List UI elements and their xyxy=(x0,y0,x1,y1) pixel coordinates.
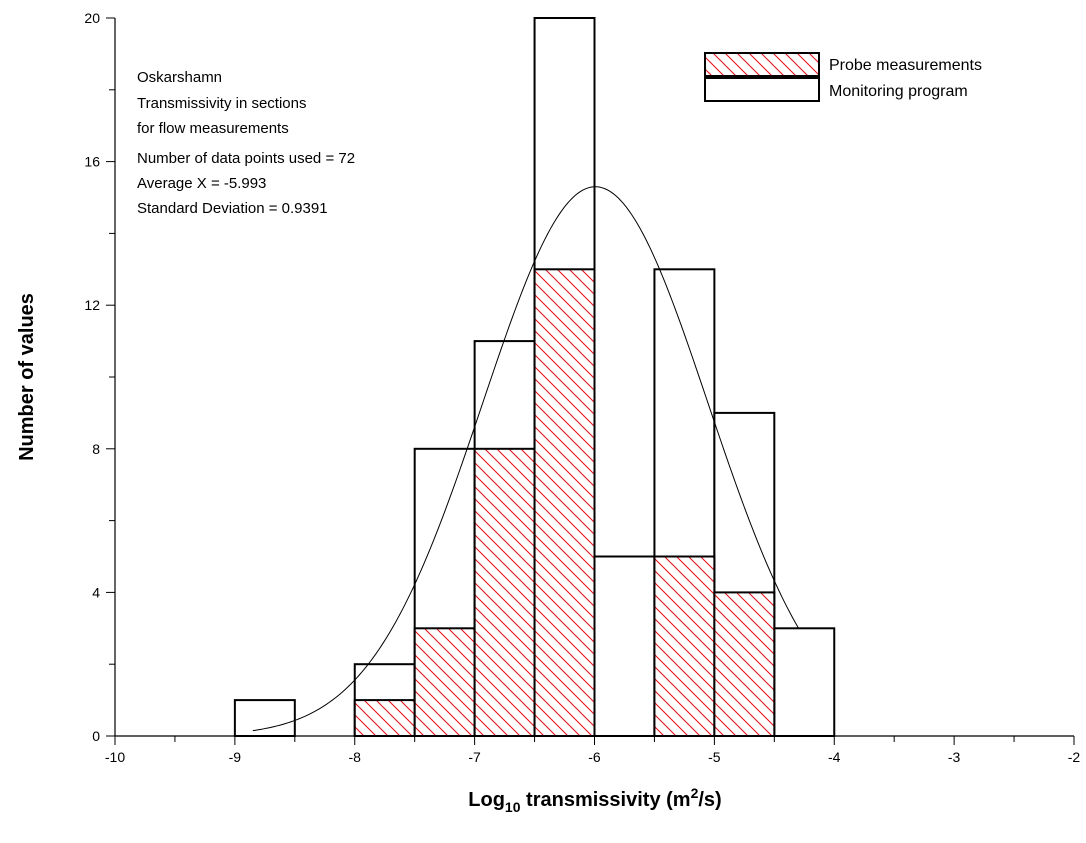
y-tick-label: 8 xyxy=(92,441,100,457)
y-tick-label: 16 xyxy=(84,154,100,170)
x-tick-label: -8 xyxy=(349,749,362,765)
legend: Probe measurements Monitoring program xyxy=(704,52,982,102)
annotation-line: Number of data points used = 72 xyxy=(137,150,355,167)
annotation-block: Oskarshamn Transmissivity in sections fo… xyxy=(137,69,355,217)
normal-distribution-curve xyxy=(252,186,799,732)
y-tick-label: 20 xyxy=(84,10,100,26)
x-tick-label: -7 xyxy=(468,749,481,765)
y-tick-label: 12 xyxy=(84,297,100,313)
x-tick-label: -3 xyxy=(948,749,961,765)
x-tick-label: -9 xyxy=(229,749,242,765)
monitoring-bar xyxy=(593,555,656,737)
x-tick-label: -6 xyxy=(588,749,601,765)
legend-swatch-probe xyxy=(704,52,820,77)
annotation-line: Average X = -5.993 xyxy=(137,175,266,192)
x-tick-label: -5 xyxy=(708,749,721,765)
legend-label-probe: Probe measurements xyxy=(829,57,982,74)
legend-swatch-monitoring xyxy=(704,77,820,102)
monitoring-bar xyxy=(773,627,836,737)
x-axis-title: Log10 transmissivity (m2/s) xyxy=(468,785,721,815)
y-axis-title: Number of values xyxy=(16,293,38,461)
x-tick-label: -2 xyxy=(1068,749,1081,765)
annotation-line: Standard Deviation = 0.9391 xyxy=(137,200,328,217)
x-tick-label: -10 xyxy=(105,749,125,765)
probe-bar xyxy=(353,699,416,737)
monitoring-bar xyxy=(233,699,296,737)
probe-bars xyxy=(353,268,776,738)
x-axis-ticks: -10 -9 -8 -7 -6 -5 -4 -3 -2 xyxy=(105,736,1081,765)
probe-bar xyxy=(713,591,776,738)
annotation-line: Transmissivity in sections xyxy=(137,95,306,112)
annotation-line: Oskarshamn xyxy=(137,69,222,86)
probe-bar xyxy=(473,447,536,737)
y-axis-ticks: 0 4 8 12 16 20 xyxy=(84,10,115,744)
probe-bar xyxy=(413,627,476,737)
legend-label-monitoring: Monitoring program xyxy=(829,83,968,100)
y-tick-label: 4 xyxy=(92,584,100,600)
probe-bar xyxy=(653,555,716,737)
probe-bar xyxy=(533,268,596,737)
annotation-line: for flow measurements xyxy=(137,120,289,137)
y-tick-label: 0 xyxy=(92,728,100,744)
x-tick-label: -4 xyxy=(828,749,841,765)
